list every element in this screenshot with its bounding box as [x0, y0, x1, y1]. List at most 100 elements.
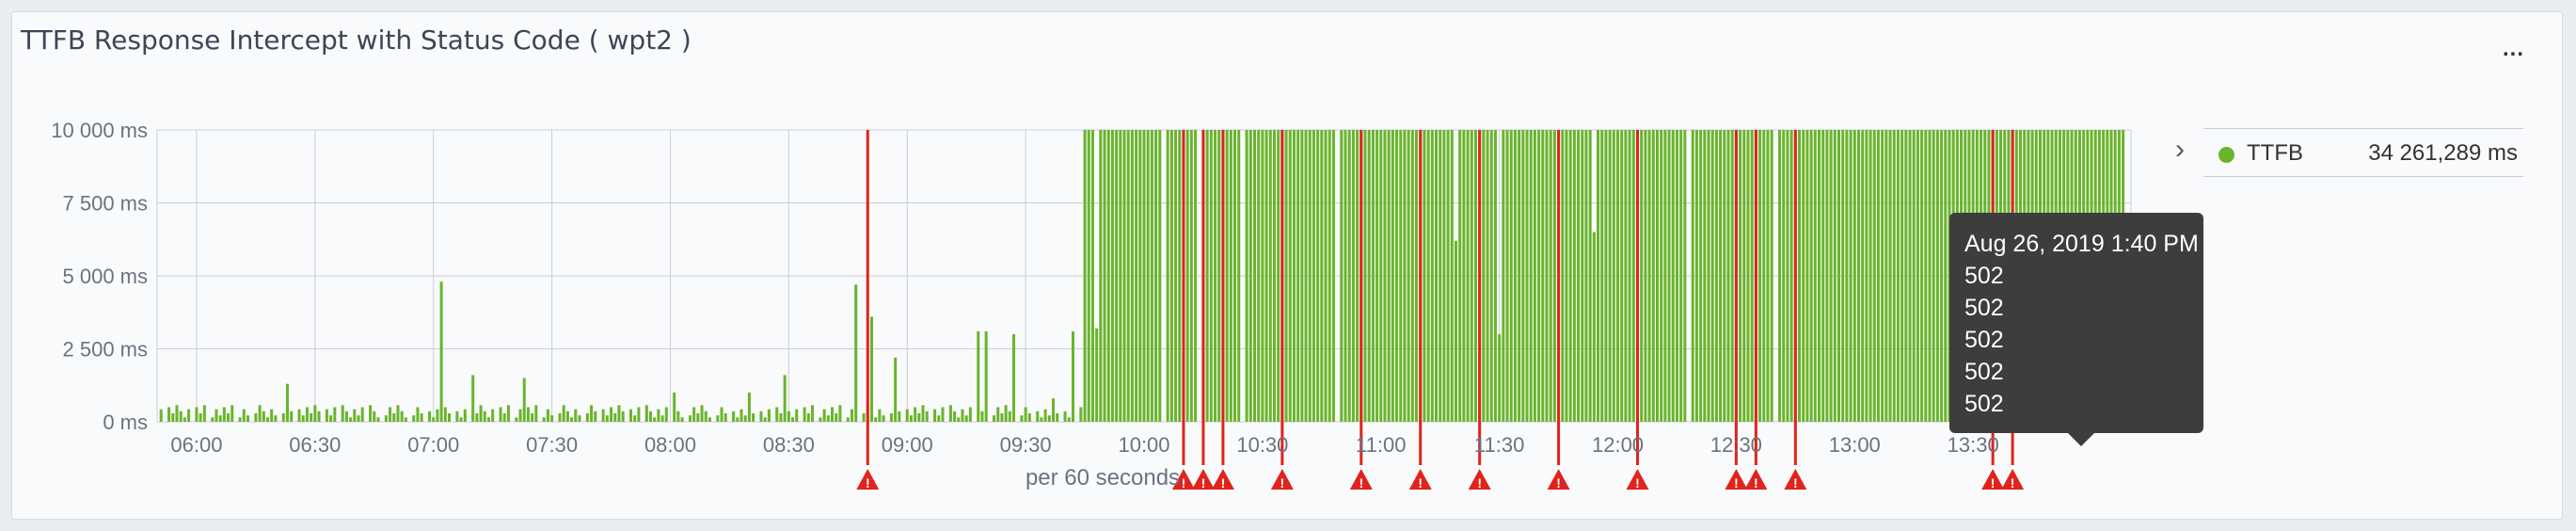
ttfb-bar — [1789, 130, 1793, 422]
tooltip-status: 502 — [1964, 391, 2004, 417]
ttfb-bar — [518, 409, 522, 422]
warning-triangle-icon[interactable] — [1408, 469, 1432, 490]
ttfb-bar — [921, 405, 925, 422]
ttfb-bar — [1912, 130, 1916, 422]
warning-triangle-icon[interactable] — [856, 469, 880, 490]
ttfb-bar — [633, 415, 637, 422]
warning-triangle-icon[interactable] — [1626, 469, 1649, 490]
ttfb-bar — [369, 405, 373, 422]
tooltip: Aug 26, 2019 1:40 PM 502 502 502 502 502 — [1949, 213, 2203, 446]
ttfb-bar — [993, 415, 996, 422]
ttfb-bar — [562, 405, 565, 422]
warning-triangle-icon[interactable] — [1191, 469, 1215, 490]
ttfb-bar — [831, 407, 835, 422]
warning-triangle-icon[interactable] — [1211, 469, 1234, 490]
ttfb-bar — [1403, 130, 1407, 422]
ttfb-bar — [1660, 130, 1663, 422]
ttfb-bar — [1470, 130, 1473, 422]
ttfb-bar — [384, 415, 388, 422]
ttfb-bar — [1252, 130, 1256, 422]
ttfb-bar — [274, 415, 278, 422]
ttfb-bar — [1916, 130, 1919, 422]
warning-triangle-icon[interactable] — [1270, 469, 1294, 490]
ttfb-bar — [1257, 130, 1261, 422]
panel-menu-icon[interactable]: ... — [2503, 36, 2525, 61]
ttfb-bar — [1710, 130, 1714, 422]
ttfb-bar — [183, 417, 186, 422]
warning-triangle-icon[interactable] — [1547, 469, 1570, 490]
ttfb-bar — [1205, 130, 1209, 422]
x-tick-label: 06:00 — [170, 433, 222, 457]
tooltip-status: 502 — [1964, 295, 2004, 321]
ttfb-bar — [1572, 130, 1576, 422]
ttfb-bar — [1043, 409, 1047, 422]
warning-triangle-icon[interactable] — [2001, 469, 2025, 490]
ttfb-bar — [1020, 415, 1024, 422]
ttfb-bar — [439, 282, 443, 422]
ttfb-bar — [1762, 130, 1766, 422]
warning-triangle-icon[interactable] — [1725, 469, 1748, 490]
ttfb-bar — [502, 413, 506, 422]
ttfb-bar — [1505, 130, 1509, 422]
y-tick-label: 0 ms — [103, 410, 148, 434]
ttfb-bar — [1106, 130, 1110, 422]
ttfb-bar — [1647, 130, 1651, 422]
warning-triangle-icon[interactable] — [1744, 469, 1768, 490]
tooltip-date: Aug 26, 2019 1:40 PM — [1964, 231, 2199, 257]
ttfb-bar — [341, 405, 344, 422]
ttfb-bar — [412, 415, 416, 422]
x-tick-label: 09:00 — [882, 433, 933, 457]
ttfb-bar — [471, 375, 475, 422]
warning-triangle-icon[interactable] — [1171, 469, 1195, 490]
x-tick-label: 12:30 — [1710, 433, 1762, 457]
ttfb-bar — [1758, 130, 1762, 422]
ttfb-bar — [806, 413, 810, 422]
ttfb-bar — [1640, 130, 1644, 422]
ttfb-bar — [1272, 130, 1276, 422]
ttfb-bar — [1178, 130, 1182, 422]
warning-triangle-icon[interactable] — [1784, 469, 1807, 490]
ttfb-bar — [1881, 130, 1884, 422]
ttfb-bar — [779, 413, 783, 422]
ttfb-bar — [1742, 130, 1746, 422]
ttfb-bar — [1493, 130, 1497, 422]
ttfb-bar — [499, 407, 502, 422]
ttfb-bar — [1103, 130, 1106, 422]
ttfb-bar — [1694, 130, 1698, 422]
ttfb-bar — [676, 410, 680, 422]
tooltip-status: 502 — [1964, 327, 2004, 353]
ttfb-bar — [874, 417, 878, 422]
ttfb-bar — [1356, 130, 1360, 422]
ttfb-bar — [1391, 130, 1394, 422]
ttfb-bar — [1395, 130, 1399, 422]
ttfb-bar — [601, 409, 605, 422]
status-annotations[interactable]: !!!!!!!!!!!!!!! — [856, 130, 2025, 491]
ttfb-bar — [914, 407, 917, 422]
ttfb-bar — [1667, 130, 1671, 422]
ttfb-bar — [1099, 130, 1103, 422]
ttfb-bar — [1920, 130, 1924, 422]
ttfb-bar — [704, 410, 708, 422]
ttfb-bar — [1324, 130, 1328, 422]
ttfb-bar — [313, 405, 317, 422]
x-axis: 06:00 06:30 07:00 07:30 08:00 08:30 09:00 09:30… — [170, 433, 1998, 457]
ttfb-bar — [889, 413, 893, 422]
ttfb-bar — [882, 415, 885, 422]
ttfb-bar — [1592, 232, 1596, 422]
warning-triangle-icon[interactable] — [1468, 469, 1491, 490]
legend-item-ttfb[interactable]: TTFB 34 261,289 ms — [2203, 128, 2523, 177]
ttfb-bar — [1561, 130, 1565, 422]
ttfb-bar — [574, 409, 578, 422]
ttfb-bar — [673, 393, 676, 422]
ttfb-bar — [1446, 130, 1450, 422]
ttfb-bar — [1189, 130, 1193, 422]
ttfb-bar — [1521, 130, 1525, 422]
warning-triangle-icon[interactable] — [1981, 469, 2005, 490]
ttfb-bar — [1549, 130, 1552, 422]
legend-expand-chevron-icon[interactable]: › — [2175, 134, 2185, 165]
ttfb-bar — [1489, 130, 1493, 422]
ttfb-bar — [1872, 130, 1876, 422]
warning-triangle-icon[interactable] — [1349, 469, 1373, 490]
ttfb-bar — [1924, 130, 1928, 422]
ttfb-bar — [389, 407, 392, 422]
